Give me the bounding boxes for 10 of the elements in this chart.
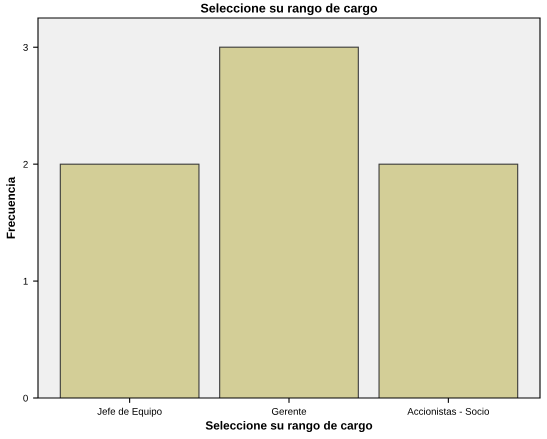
x-tick-label: Jefe de Equipo bbox=[97, 408, 162, 417]
x-tick-label: Accionistas - Socio bbox=[407, 408, 490, 415]
x-axis-title: Seleccione su rango de cargo bbox=[206, 420, 372, 432]
chart-title: Seleccione su rango de cargo bbox=[200, 3, 378, 16]
x-tick-label: Gerente bbox=[272, 408, 306, 415]
y-tick-label: 0 bbox=[23, 394, 28, 402]
y-tick-label: 1 bbox=[24, 278, 28, 285]
y-axis-title: Frecuencia bbox=[6, 176, 15, 238]
y-tick-label: 2 bbox=[23, 160, 28, 168]
y-tick-label: 3 bbox=[23, 44, 28, 51]
